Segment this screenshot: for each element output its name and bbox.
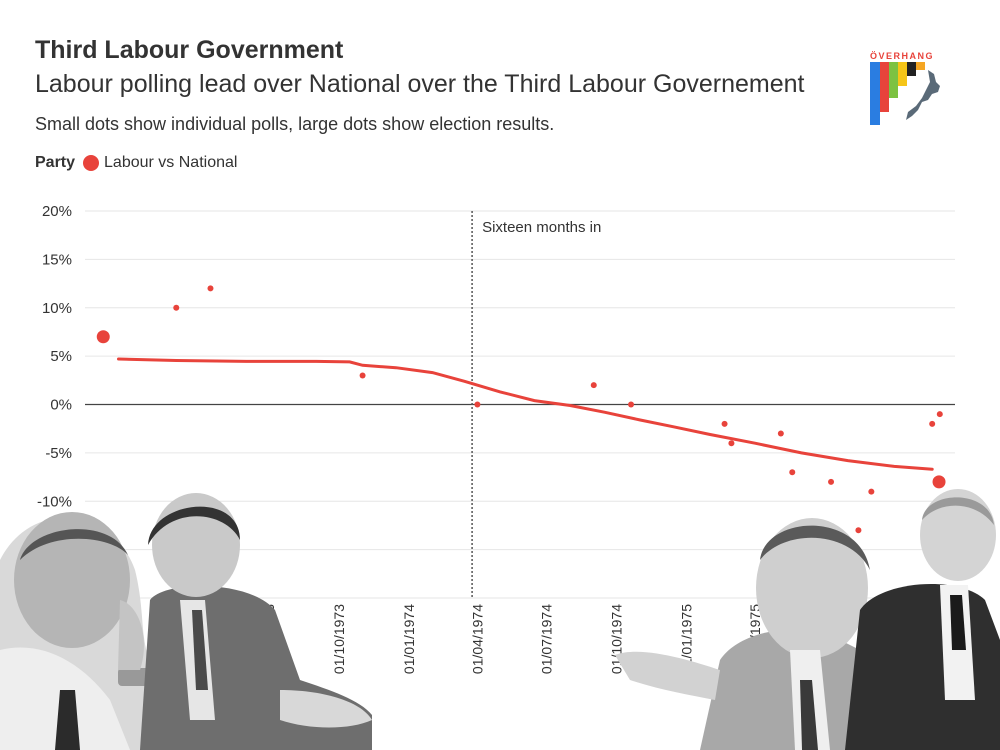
x-tick-label: 01/01/1974 (401, 604, 417, 674)
x-tick-label: 01/10/1973 (331, 604, 347, 674)
chart-subtitle: Labour polling lead over National over t… (35, 70, 805, 98)
y-tick-label: -5% (45, 445, 72, 462)
logo-text: ÖVERHANG (870, 51, 934, 61)
poll-point (868, 488, 875, 495)
poll-point (628, 401, 635, 408)
poll-point (936, 411, 943, 418)
poll-point (828, 478, 835, 485)
trend-line (117, 357, 934, 471)
poll-point (777, 430, 784, 437)
x-tick-label: 01/04/1974 (469, 604, 485, 674)
legend-title: Party (35, 154, 76, 171)
poll-point (721, 420, 728, 427)
overhang-logo: ÖVERHANG (870, 51, 940, 125)
election-point (932, 475, 946, 489)
y-tick-label: 0% (50, 397, 72, 414)
y-tick-label: -10% (37, 493, 72, 510)
y-tick-label: 15% (42, 251, 72, 268)
poll-point (207, 285, 214, 292)
rowling-right-photo (845, 489, 1000, 750)
legend-swatch (83, 155, 100, 171)
muldoon-photo (615, 518, 890, 750)
chart-caption: Small dots show individual polls, large … (35, 114, 555, 134)
poll-point (173, 304, 180, 311)
legend: Party Labour vs National (35, 154, 237, 172)
y-tick-label: 10% (42, 300, 72, 317)
y-tick-label: 20% (42, 203, 72, 220)
annotation-label: Sixteen months in (482, 219, 601, 236)
poll-point (789, 469, 796, 476)
poll-point (474, 401, 481, 408)
election-point (96, 330, 110, 344)
y-tick-label: 5% (50, 348, 72, 365)
poll-point (855, 527, 862, 534)
poll-point (929, 420, 936, 427)
poll-point (728, 440, 735, 447)
x-tick-label: 01/01/1975 (679, 604, 695, 674)
x-tick-label: 01/07/1974 (539, 604, 555, 674)
chart-title: Third Labour Government (35, 36, 344, 64)
poll-point (359, 372, 366, 379)
legend-label: Labour vs National (104, 154, 238, 171)
rowling-photo (140, 493, 372, 750)
poll-point (590, 382, 597, 389)
